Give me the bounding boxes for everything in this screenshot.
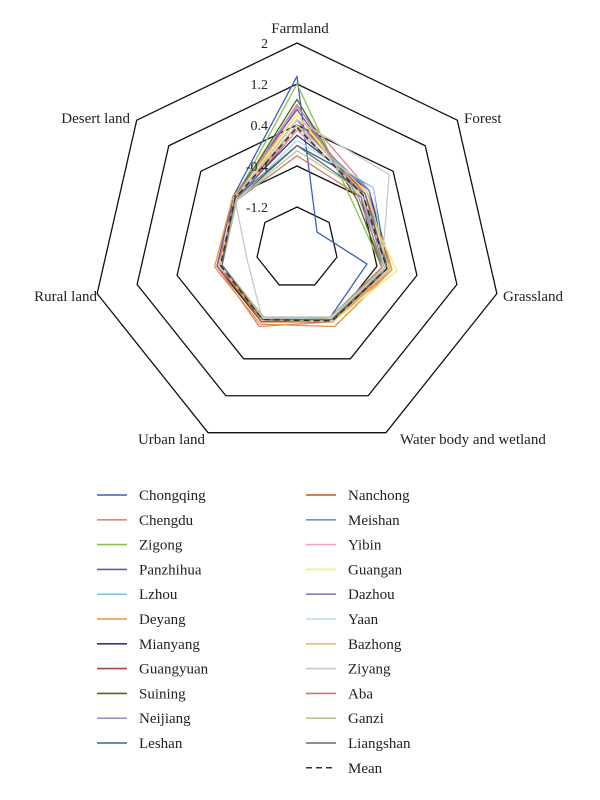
legend-label: Panzhihua [139,562,202,578]
legend-label: Zigong [139,538,183,554]
grid-ring-0 [256,206,338,286]
legend-item: Aba [306,686,373,702]
axis-labels: Farmland Forest Grassland Water body and we… [34,21,563,448]
legend-item: Yaan [306,612,379,628]
radar-series [213,75,398,328]
grid-ring-3 [136,83,458,397]
series-line-17 [218,124,391,323]
legend-item: Dazhou [306,587,395,603]
legend-item: Mianyang [97,637,200,653]
axis-label-4: Urban land [138,432,206,448]
legend-item: Ziyang [306,662,391,678]
legend-item: Zigong [97,538,183,554]
legend-item: Lzhou [97,587,178,603]
axis-label-2: Grassland [503,289,563,305]
legend-label: Chengdu [139,513,194,529]
axis-label-6: Desert land [61,111,130,127]
legend-label: Yaan [348,612,379,628]
legend-item: Chongqing [97,488,206,504]
legend-label: Suining [139,686,186,702]
legend-item: Leshan [97,736,183,752]
legend-label: Ziyang [348,662,391,678]
legend-label: Liangshan [348,736,411,752]
legend-label: Meishan [348,513,400,529]
legend-label: Dazhou [348,587,395,603]
axis-label-5: Rural land [34,289,97,305]
axis-label-3: Water body and wetland [400,432,546,448]
legend-label: Bazhong [348,637,402,653]
tick-label-3: 1.2 [251,78,269,93]
legend-item: Chengdu [97,513,194,529]
legend-item: Suining [97,686,186,702]
legend-label: Mianyang [139,637,200,653]
tick-label-4: 2 [261,37,268,52]
tick-labels: -1.2 -0.4 0.4 1.2 2 [246,37,268,216]
legend-item: Meishan [306,513,400,529]
legend-item: Nanchong [306,488,410,504]
legend-item: Yibin [306,538,382,554]
legend-item: Panzhihua [97,562,202,578]
legend-label: Aba [348,686,373,702]
legend-label: Leshan [139,736,183,752]
legend-item: Liangshan [306,736,411,752]
legend-label: Nanchong [348,488,410,504]
legend-label: Guangan [348,562,403,578]
legend-label: Chongqing [139,488,206,504]
legend: Chongqing Chengdu Zigong Panzhihua Lzhou Deya… [97,488,411,777]
legend-item: Ganzi [306,711,384,727]
legend-item: Neijiang [97,711,191,727]
series-line-22 [219,126,388,322]
legend-item: Guangan [306,562,403,578]
legend-item: Guangyuan [97,662,209,678]
radar-grid [96,42,498,434]
legend-label: Yibin [348,538,382,554]
legend-label: Guangyuan [139,662,209,678]
series-line-5 [213,114,393,328]
legend-item: Deyang [97,612,186,628]
legend-label: Ganzi [348,711,384,727]
axis-label-1: Forest [464,111,502,127]
grid-ring-4 [96,42,498,434]
axis-label-0: Farmland [271,21,329,37]
legend-item: Mean [306,761,383,777]
grid-ring-2 [176,124,418,360]
legend-label: Deyang [139,612,186,628]
legend-label: Lzhou [139,587,178,603]
tick-label-2: 0.4 [251,119,269,134]
legend-item: Bazhong [306,637,402,653]
legend-label: Neijiang [139,711,191,727]
legend-label: Mean [348,761,383,777]
tick-label-0: -1.2 [246,201,268,216]
tick-label-1: -0.4 [246,160,268,175]
